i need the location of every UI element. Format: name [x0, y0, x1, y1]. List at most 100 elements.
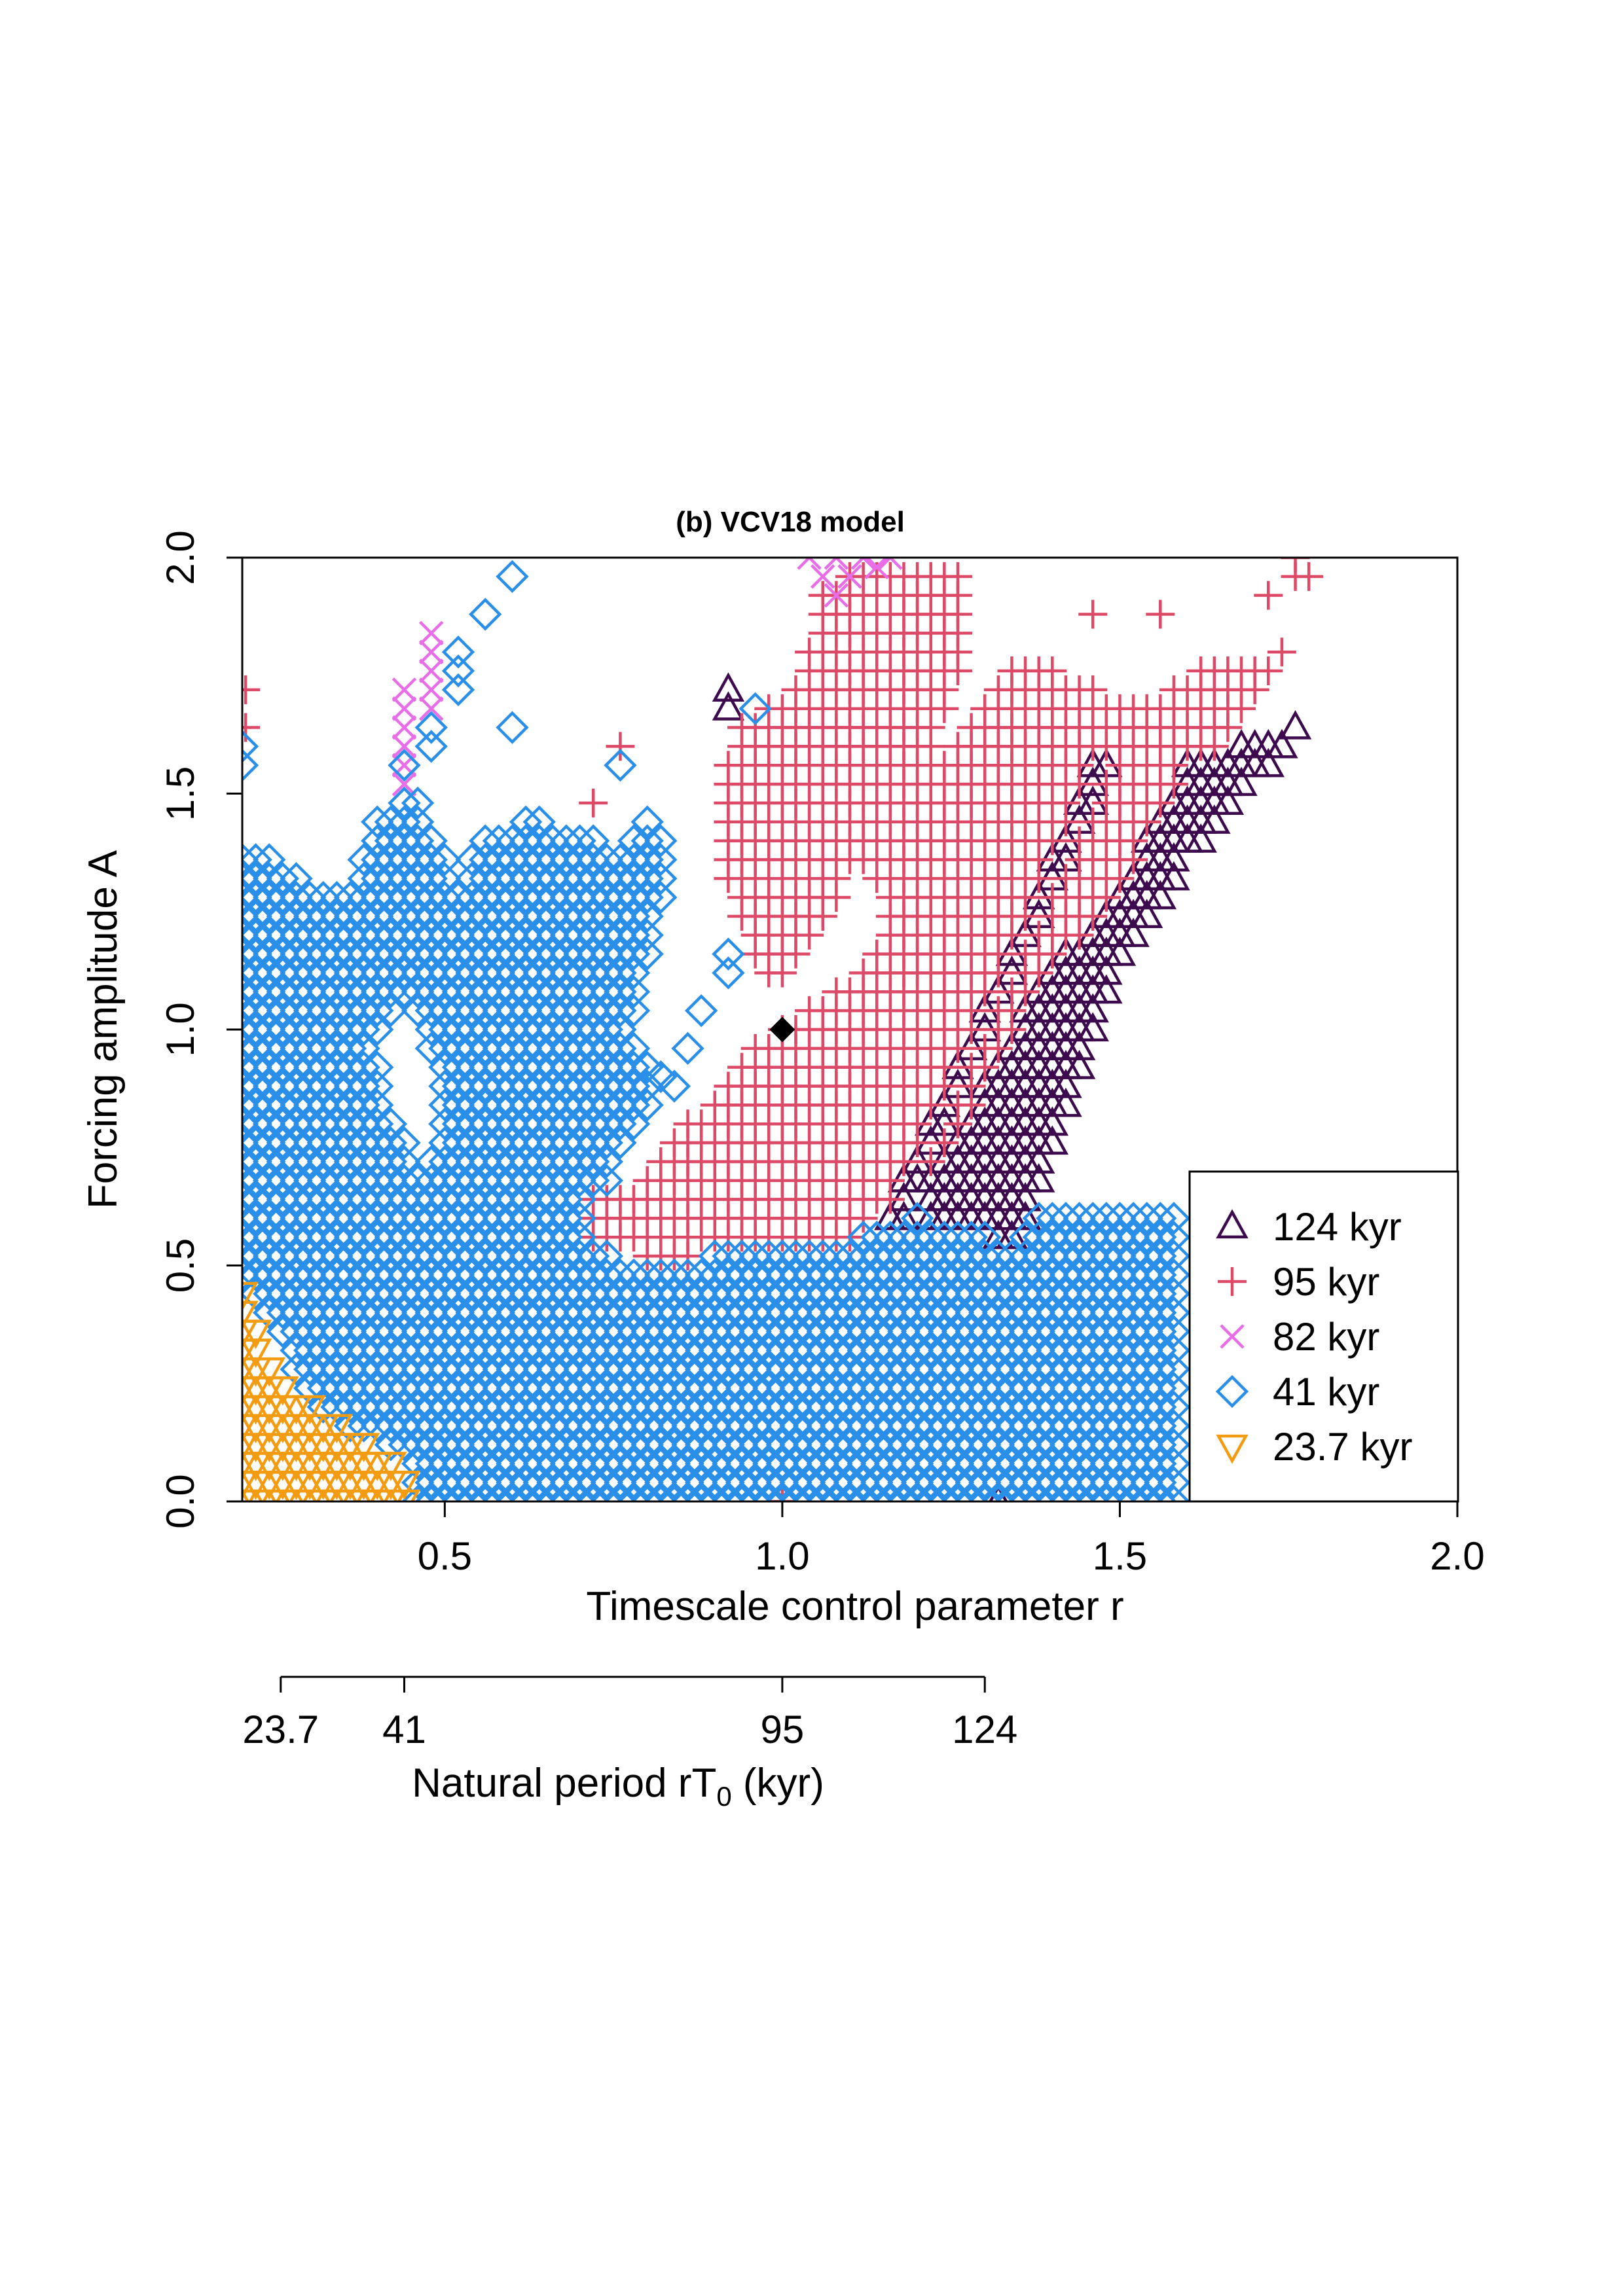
diamond-marker	[590, 994, 623, 1028]
diamond-marker	[388, 1428, 421, 1462]
diamond-marker	[522, 1088, 556, 1122]
diamond-marker	[981, 1447, 1015, 1480]
diamond-marker	[833, 1390, 867, 1424]
diamond-marker	[873, 1428, 907, 1462]
diamond-marker	[820, 1371, 853, 1405]
plot-marks	[242, 558, 1324, 1501]
diamond-marker	[509, 918, 543, 952]
diamond-marker	[549, 956, 583, 990]
diamond-marker	[496, 1465, 529, 1499]
diamond-marker	[401, 1465, 435, 1499]
diamond-marker	[604, 899, 637, 933]
diamond-marker	[549, 1428, 583, 1462]
diamond-marker	[1130, 1315, 1163, 1348]
diamond-marker	[428, 1239, 462, 1273]
diamond-marker	[1022, 1296, 1055, 1329]
diamond-marker	[242, 937, 259, 971]
diamond-marker	[739, 1277, 772, 1310]
diamond-marker	[604, 1371, 637, 1405]
diamond-marker	[536, 1390, 570, 1424]
secondary-tick-label: 95	[761, 1708, 805, 1751]
diamond-marker	[928, 1409, 961, 1443]
diamond-marker	[374, 937, 408, 971]
diamond-marker	[657, 1484, 691, 1501]
diamond-marker	[712, 1352, 745, 1386]
diamond-marker	[820, 1315, 853, 1348]
diamond-marker	[333, 1371, 367, 1405]
diamond-marker	[617, 1409, 651, 1443]
diamond-marker	[1144, 1258, 1177, 1292]
diamond-marker	[549, 1088, 583, 1122]
diamond-marker	[455, 1107, 488, 1141]
diamond-marker	[509, 994, 543, 1028]
diamond-marker	[320, 880, 354, 914]
diamond-marker	[1063, 1428, 1096, 1462]
diamond-marker	[320, 1069, 354, 1103]
diamond-marker	[414, 918, 448, 952]
diamond-marker	[320, 1296, 354, 1329]
diamond-marker	[469, 598, 502, 631]
diamond-marker	[873, 1258, 907, 1292]
diamond-marker	[496, 1277, 529, 1310]
diamond-marker	[388, 1409, 421, 1443]
diamond-marker	[576, 1371, 610, 1405]
diamond-marker	[374, 1277, 408, 1310]
diamond-marker	[563, 956, 596, 990]
diamond-marker	[414, 824, 448, 857]
diamond-marker	[1049, 1447, 1083, 1480]
diamond-marker	[563, 975, 596, 1009]
diamond-marker	[860, 1484, 894, 1501]
diamond-marker	[806, 1409, 839, 1443]
diamond-marker	[563, 1409, 596, 1443]
diamond-marker	[1076, 1296, 1110, 1329]
diamond-marker	[441, 1465, 475, 1499]
diamond-marker	[684, 1428, 718, 1462]
diamond-marker	[968, 1334, 1002, 1367]
diamond-marker	[536, 1296, 570, 1329]
diamond-marker	[509, 1315, 543, 1348]
diamond-marker	[414, 1164, 448, 1197]
diamond-marker	[698, 1447, 731, 1480]
diamond-marker	[1036, 1239, 1069, 1273]
diamond-marker	[968, 1315, 1002, 1348]
diamond-marker	[333, 1258, 367, 1292]
diamond-marker	[482, 1107, 516, 1141]
diamond-marker	[684, 1447, 718, 1480]
diamond-marker	[306, 1013, 340, 1047]
cross-marker	[418, 639, 444, 664]
diamond-marker	[293, 1126, 327, 1160]
diamond-marker	[306, 899, 340, 933]
diamond-marker	[914, 1315, 947, 1348]
diamond-marker	[469, 843, 502, 876]
diamond-marker	[320, 937, 354, 971]
diamond-marker	[242, 1258, 259, 1292]
diamond-marker	[684, 1465, 718, 1499]
triangle-down-marker	[388, 1489, 421, 1501]
diamond-marker	[590, 1296, 623, 1329]
diamond-marker	[630, 1258, 664, 1292]
legend-cross-marker	[1220, 1324, 1245, 1349]
diamond-marker	[563, 1126, 596, 1160]
diamond-marker	[266, 1239, 300, 1273]
diamond-marker	[1022, 1447, 1055, 1480]
diamond-marker	[536, 1031, 570, 1066]
diamond-marker	[779, 1334, 812, 1367]
diamond-marker	[995, 1352, 1029, 1386]
diamond-marker	[900, 1315, 934, 1348]
diamond-marker	[496, 994, 529, 1028]
diamond-marker	[684, 1277, 718, 1310]
diamond-marker	[604, 994, 637, 1028]
diamond-marker	[253, 1069, 286, 1103]
diamond-marker	[333, 1183, 367, 1216]
diamond-marker	[860, 1352, 894, 1386]
diamond-marker	[536, 1202, 570, 1235]
diamond-marker	[604, 1069, 637, 1103]
diamond-marker	[374, 1107, 408, 1141]
diamond-marker	[1130, 1371, 1163, 1405]
diamond-marker	[1022, 1390, 1055, 1424]
diamond-marker	[1008, 1428, 1042, 1462]
diamond-marker	[428, 1296, 462, 1329]
y-tick-label: 0.0	[158, 1474, 202, 1528]
diamond-marker	[725, 1465, 759, 1499]
diamond-marker	[914, 1390, 947, 1424]
